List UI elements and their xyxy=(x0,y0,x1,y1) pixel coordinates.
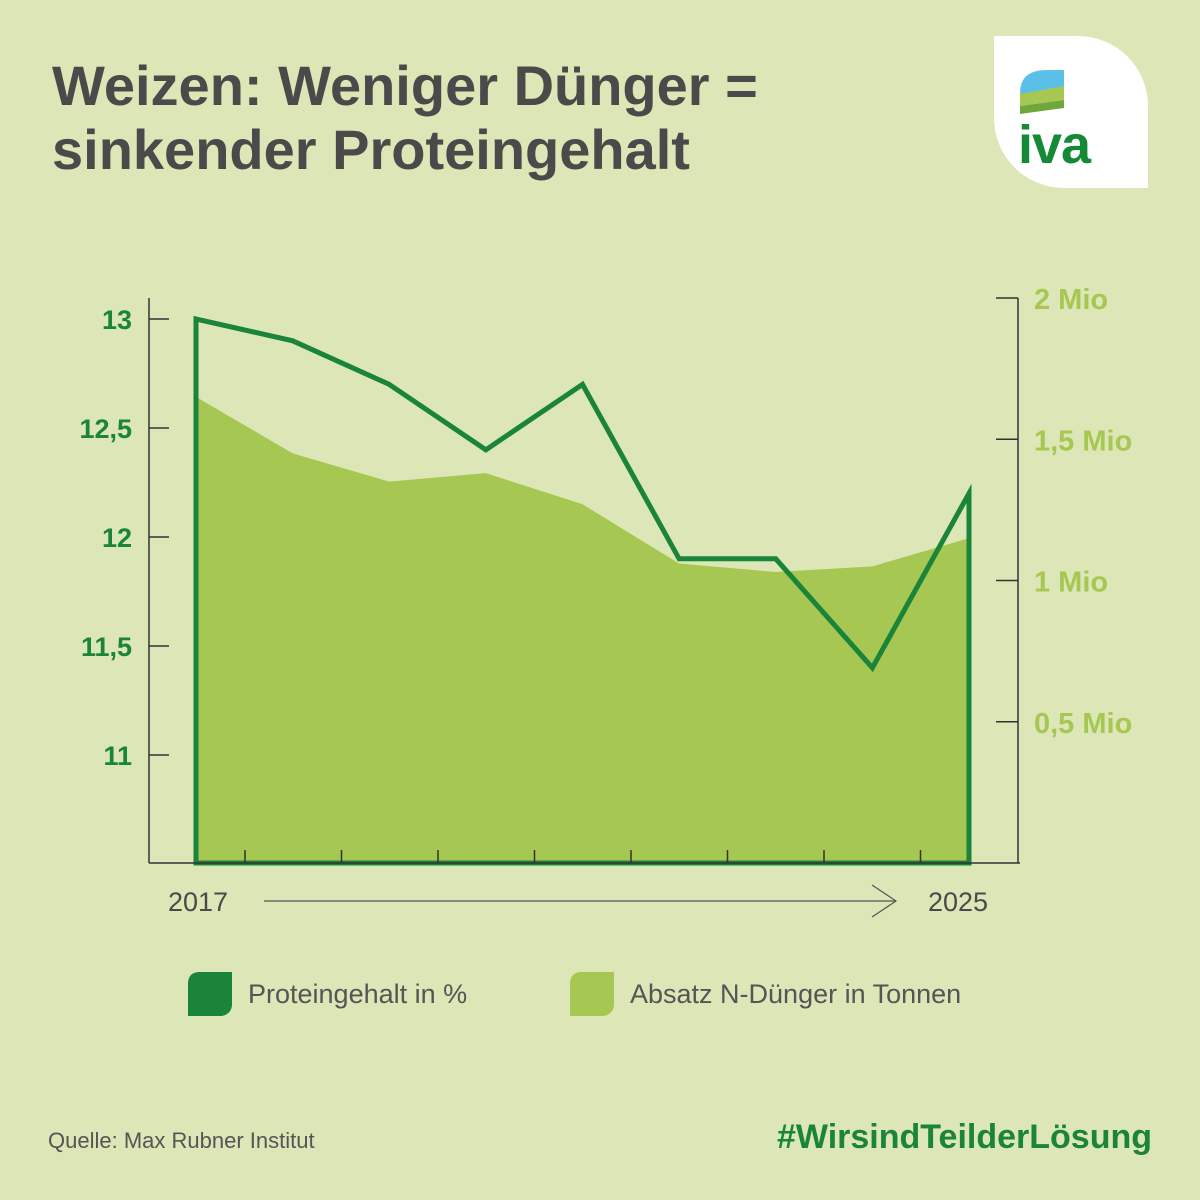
left-tick-label: 12,5 xyxy=(79,414,132,444)
protein-line xyxy=(193,315,972,866)
left-tick-label: 11,5 xyxy=(81,632,132,662)
x-label-end: 2025 xyxy=(928,887,988,917)
legend-item-protein: Proteingehalt in % xyxy=(186,968,467,1020)
hashtag: #WirsindTeilderLösung xyxy=(777,1118,1152,1156)
leaf-icon-protein xyxy=(188,972,232,1016)
axes-layer xyxy=(148,297,1020,918)
line-layer xyxy=(193,315,972,866)
title-line-2: sinkender Proteingehalt xyxy=(52,118,690,181)
right-tick-label: 1,5 Mio xyxy=(1034,425,1132,457)
chart-title: Weizen: Weniger Dünger = sinkender Prote… xyxy=(52,54,758,182)
logo-text: iva xyxy=(1018,115,1091,175)
leaf-landscape-icon xyxy=(1020,70,1064,114)
left-tick-label: 11 xyxy=(103,741,132,771)
fertilizer-area xyxy=(196,396,969,863)
label-layer: 13 12,5 12 11,5 11 2 Mio 1,5 Mio 1 Mio 0,5 Mio 20… xyxy=(79,284,1132,917)
right-tick-label: 1 Mio xyxy=(1034,567,1108,599)
iva-logo xyxy=(994,36,1148,188)
legend-label-protein: Proteingehalt in % xyxy=(248,978,468,1009)
right-tick-label: 2 Mio xyxy=(1034,284,1108,316)
legend-label-fertilizer: Absatz N-Dünger in Tonnen xyxy=(630,978,962,1009)
left-tick-label: 12 xyxy=(102,523,132,553)
x-label-start: 2017 xyxy=(168,887,228,917)
leaf-icon-fertilizer xyxy=(570,972,614,1016)
right-tick-label: 0,5 Mio xyxy=(1034,708,1132,740)
title-line-1: Weizen: Weniger Dünger = xyxy=(52,54,758,117)
source-note: Quelle: Max Rubner Institut xyxy=(48,1128,315,1153)
time-arrow-head xyxy=(871,884,898,918)
area-layer xyxy=(196,396,969,863)
legend-item-fertilizer: Absatz N-Dünger in Tonnen xyxy=(568,968,961,1020)
left-tick-label: 13 xyxy=(102,305,132,335)
